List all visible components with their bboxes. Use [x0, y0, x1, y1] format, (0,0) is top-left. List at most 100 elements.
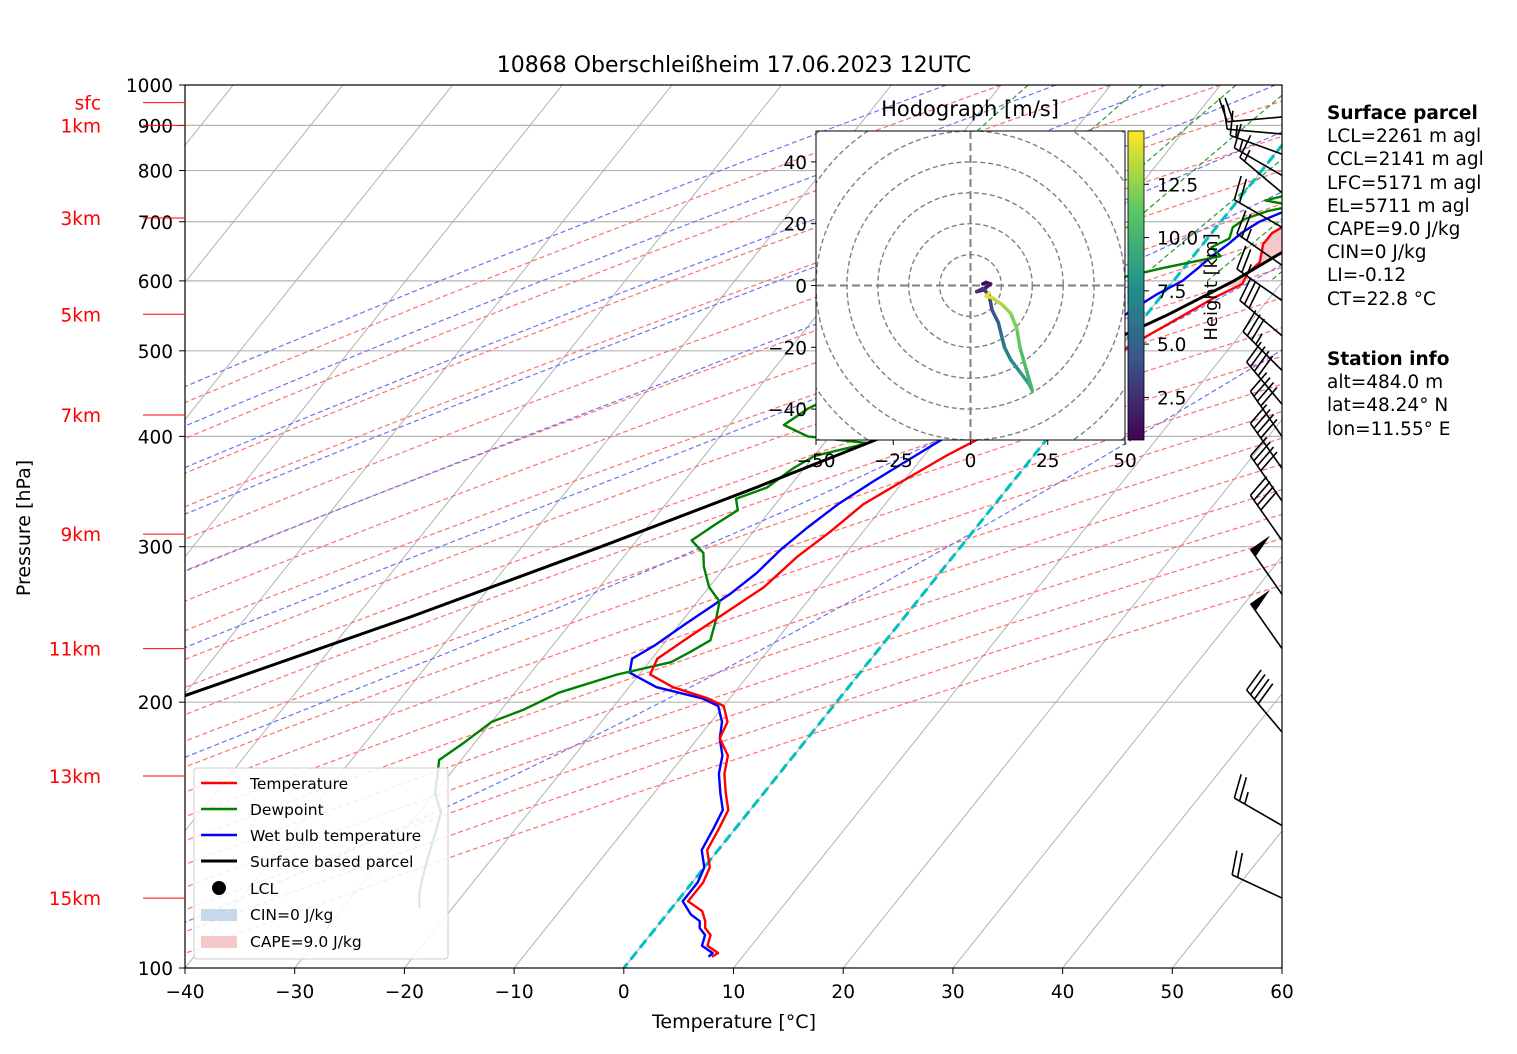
barb-full [1229, 110, 1234, 136]
x-tick-label: −10 [495, 982, 534, 1003]
barb-half [1235, 125, 1239, 138]
x-tick-label: 10 [722, 982, 746, 1003]
barb-full [1253, 481, 1271, 501]
wind-barb [1249, 372, 1283, 437]
height-label: 7km [60, 406, 101, 427]
barb-full [1238, 777, 1248, 802]
station-lon: lon=11.55° E [1327, 418, 1451, 440]
barb-staff [1227, 128, 1283, 135]
legend-cin-swatch [201, 909, 237, 921]
station-info-header: Station info [1327, 349, 1450, 370]
barb-full [1249, 436, 1268, 457]
hodograph-segment [1015, 327, 1022, 350]
barb-staff [1249, 603, 1283, 650]
cape-fill-upper [1221, 227, 1282, 288]
chart-title: 10868 Oberschleißheim 17.06.2023 12UTC [497, 53, 972, 78]
y-tick-label: 500 [138, 342, 173, 363]
wind-barb [1239, 134, 1283, 194]
dry-adiabat-line [185, 297, 1282, 689]
dry-adiabat-line [185, 410, 1282, 793]
legend-parcel-label: Surface based parcel [250, 853, 413, 871]
barb-full [1256, 413, 1275, 434]
barb-full [1245, 669, 1262, 691]
barb-full [1260, 418, 1278, 439]
height-label: 1km [60, 116, 101, 137]
barb-full [1257, 683, 1274, 705]
barb-full [1256, 446, 1275, 467]
hodograph-segment [990, 308, 1001, 325]
wind-barb [1236, 210, 1283, 266]
barb-staff [1239, 156, 1283, 194]
barb-full [1246, 314, 1261, 337]
y-tick-label: 900 [138, 116, 173, 137]
barb-full [1249, 674, 1266, 696]
moist-adiabat-line [185, 85, 1166, 469]
barb-full [1249, 404, 1268, 424]
barb-full [1233, 123, 1242, 149]
wind-barb [1218, 97, 1283, 123]
barb-staff [1249, 494, 1283, 541]
isotherm-line [185, 85, 563, 558]
wind-barb [1239, 277, 1283, 337]
barb-staff [1230, 134, 1283, 155]
barb-full [1256, 381, 1275, 402]
zero-isotherm-line [622, 142, 1282, 968]
height-label: 9km [60, 525, 101, 546]
dry-adiabat-line [185, 488, 1282, 865]
wind-barb [1249, 589, 1283, 650]
barb-staff [1236, 233, 1283, 266]
barb-half [1243, 149, 1251, 162]
hodograph-y-tick-label: 20 [783, 215, 807, 236]
station-lat: lat=48.24° N [1327, 395, 1449, 417]
barb-full [1253, 409, 1271, 429]
barb-staff [1239, 299, 1283, 337]
barb-full [1236, 210, 1247, 234]
wind-barb [1245, 669, 1283, 733]
barb-full [1238, 178, 1248, 204]
dry-adiabat-line [185, 100, 1282, 508]
mixing-ratio-line [1136, 158, 1282, 282]
colorbar-label: Height [km] [1201, 233, 1222, 340]
hodograph-x-tick-label: 50 [1113, 451, 1137, 472]
barb-full [1241, 249, 1252, 273]
hodograph-y-tick-label: 40 [783, 153, 807, 174]
isotherm-line [842, 418, 1282, 968]
barb-half [1255, 333, 1263, 345]
barb-full [1222, 104, 1228, 130]
barb-full [1231, 850, 1238, 875]
hodograph-y-tick-label: −40 [768, 400, 807, 421]
colorbar-tick-label: 7.5 [1157, 282, 1186, 303]
y-tick-label: 100 [138, 959, 173, 980]
isotherm-line [185, 85, 344, 284]
barb-full [1248, 285, 1261, 309]
dry-adiabat-line [185, 85, 1002, 404]
barb-pennant [1250, 535, 1271, 557]
dry-adiabat-line [185, 584, 1282, 954]
dry-adiabat-line [185, 85, 1221, 474]
y-tick-label: 800 [138, 162, 173, 183]
barb-full [1241, 213, 1252, 238]
colorbar-tick-label: 10.0 [1157, 229, 1198, 250]
height-label: sfc [75, 94, 101, 115]
wind-barb [1229, 110, 1283, 155]
dry-adiabat-line [185, 383, 1282, 768]
barb-full [1233, 774, 1242, 799]
barb-pennant [1250, 589, 1271, 611]
barb-full [1239, 134, 1252, 158]
isotherm-line [185, 85, 453, 421]
legend-box [193, 767, 449, 960]
wind-barb [1249, 535, 1283, 595]
x-tick-label: 30 [941, 982, 965, 1003]
barb-full [1256, 485, 1275, 506]
height-label: 11km [49, 640, 101, 661]
x-tick-label: 50 [1161, 982, 1185, 1003]
barb-full [1253, 350, 1270, 372]
barb-staff [1236, 268, 1283, 302]
height-label: 13km [49, 767, 101, 788]
parcel-lfc: LFC=5171 m agl [1327, 172, 1482, 194]
x-tick-label: 40 [1051, 982, 1075, 1003]
wind-barb [1236, 245, 1283, 302]
parcel-li: LI=-0.12 [1327, 265, 1407, 287]
y-tick-label: 700 [138, 213, 173, 234]
